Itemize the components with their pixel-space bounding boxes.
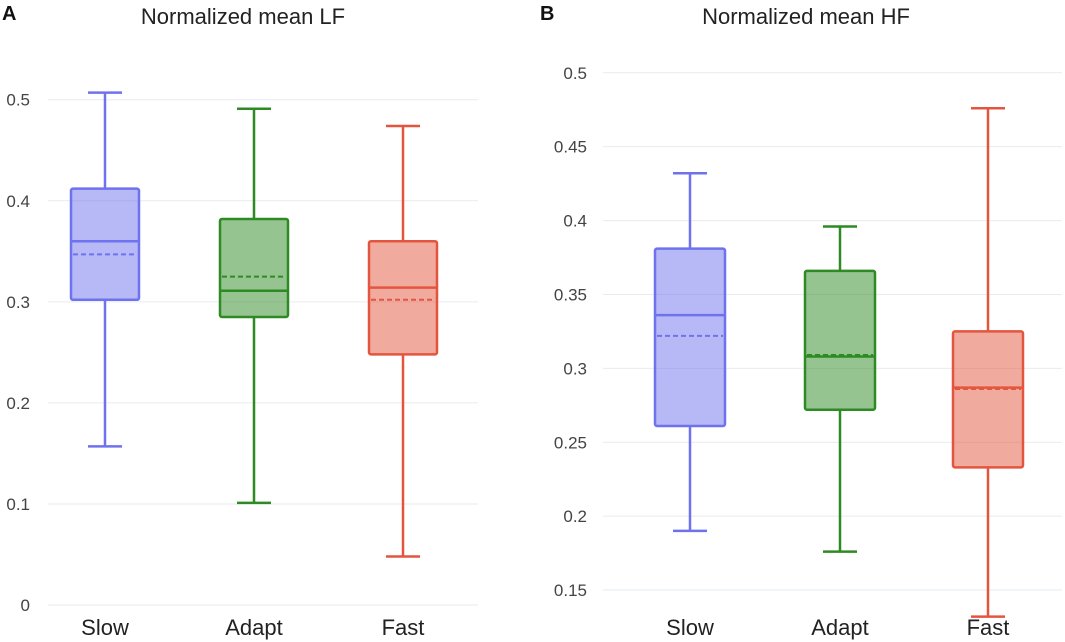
- y-tick-label: 0: [21, 596, 30, 615]
- panel-a-lf-chart: A Normalized mean LF 0 0.1 0.2 0.3 0.4 0.5 Sl…: [2, 3, 478, 640]
- iqr-box: [367, 239, 439, 356]
- panel-a-x-axis: Slow Adapt Fast: [81, 615, 424, 640]
- y-tick-label: 0.25: [554, 433, 587, 452]
- x-tick-label-fast: Fast: [967, 615, 1010, 640]
- y-tick-label: 0.2: [563, 507, 587, 526]
- box-slow: [653, 172, 727, 533]
- panel-a-boxes: [69, 91, 439, 558]
- box-adapt: [803, 225, 877, 553]
- box-adapt: [218, 107, 290, 505]
- panel-b-letter: B: [540, 3, 554, 25]
- panel-a-letter: A: [2, 3, 16, 25]
- iqr-box: [803, 269, 877, 411]
- panel-b-x-axis: Slow Adapt Fast: [666, 615, 1009, 640]
- y-tick-label: 0.1: [6, 495, 30, 514]
- x-tick-label-adapt: Adapt: [225, 615, 283, 640]
- iqr-box: [951, 330, 1025, 469]
- y-tick-label: 0.3: [563, 359, 587, 378]
- x-tick-label-fast: Fast: [382, 615, 425, 640]
- iqr-box: [218, 217, 290, 319]
- iqr-box: [653, 247, 727, 428]
- y-tick-label: 0.2: [6, 394, 30, 413]
- x-tick-label-slow: Slow: [666, 615, 714, 640]
- x-tick-label-adapt: Adapt: [811, 615, 869, 640]
- iqr-box: [69, 187, 141, 302]
- panel-b-boxes: [653, 106, 1025, 618]
- y-tick-label: 0.5: [6, 91, 30, 110]
- y-tick-label: 0.5: [563, 64, 587, 83]
- y-tick-label: 0.4: [563, 212, 587, 231]
- panel-a-title: Normalized mean LF: [141, 4, 345, 29]
- panel-a-y-axis: 0 0.1 0.2 0.3 0.4 0.5: [6, 91, 30, 615]
- box-fast: [367, 124, 439, 558]
- x-tick-label-slow: Slow: [81, 615, 129, 640]
- panel-b-title: Normalized mean HF: [702, 4, 910, 29]
- y-tick-label: 0.45: [554, 138, 587, 157]
- box-slow: [69, 91, 141, 448]
- y-tick-label: 0.15: [554, 581, 587, 600]
- panel-b-hf-chart: B Normalized mean HF 0.150.20.250.30.350…: [540, 3, 1062, 640]
- y-tick-label: 0.35: [554, 285, 587, 304]
- box-fast: [951, 106, 1025, 618]
- y-tick-label: 0.4: [6, 192, 30, 211]
- panel-b-y-axis: 0.15 0.2 0.25 0.3 0.35 0.4 0.45 0.5: [554, 64, 587, 600]
- y-tick-label: 0.3: [6, 293, 30, 312]
